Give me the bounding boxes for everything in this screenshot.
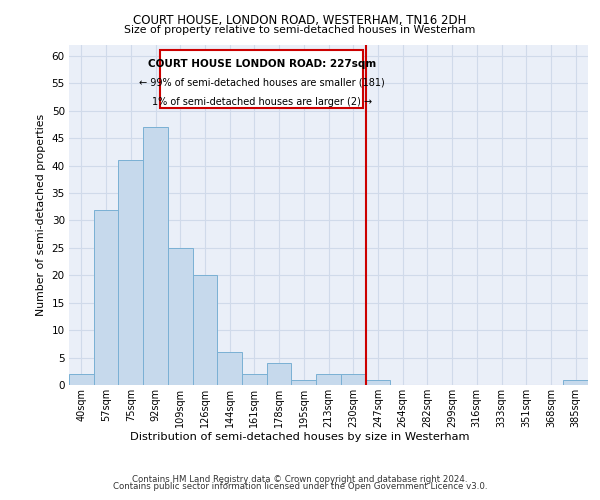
Bar <box>168 248 193 385</box>
Text: Distribution of semi-detached houses by size in Westerham: Distribution of semi-detached houses by … <box>130 432 470 442</box>
Text: Contains public sector information licensed under the Open Government Licence v3: Contains public sector information licen… <box>113 482 487 491</box>
Bar <box>365 380 390 385</box>
Y-axis label: Number of semi-detached properties: Number of semi-detached properties <box>36 114 46 316</box>
Bar <box>292 380 316 385</box>
Text: COURT HOUSE, LONDON ROAD, WESTERHAM, TN16 2DH: COURT HOUSE, LONDON ROAD, WESTERHAM, TN1… <box>133 14 467 27</box>
Text: Size of property relative to semi-detached houses in Westerham: Size of property relative to semi-detach… <box>124 25 476 35</box>
Bar <box>316 374 341 385</box>
Bar <box>341 374 365 385</box>
Bar <box>242 374 267 385</box>
Bar <box>217 352 242 385</box>
Bar <box>118 160 143 385</box>
Bar <box>563 380 588 385</box>
Bar <box>143 128 168 385</box>
Bar <box>193 276 217 385</box>
FancyBboxPatch shape <box>160 50 363 108</box>
Text: Contains HM Land Registry data © Crown copyright and database right 2024.: Contains HM Land Registry data © Crown c… <box>132 474 468 484</box>
Bar <box>69 374 94 385</box>
Text: COURT HOUSE LONDON ROAD: 227sqm: COURT HOUSE LONDON ROAD: 227sqm <box>148 58 376 68</box>
Bar <box>94 210 118 385</box>
Text: 1% of semi-detached houses are larger (2) →: 1% of semi-detached houses are larger (2… <box>152 97 372 107</box>
Text: ← 99% of semi-detached houses are smaller (181): ← 99% of semi-detached houses are smalle… <box>139 78 385 88</box>
Bar <box>267 363 292 385</box>
